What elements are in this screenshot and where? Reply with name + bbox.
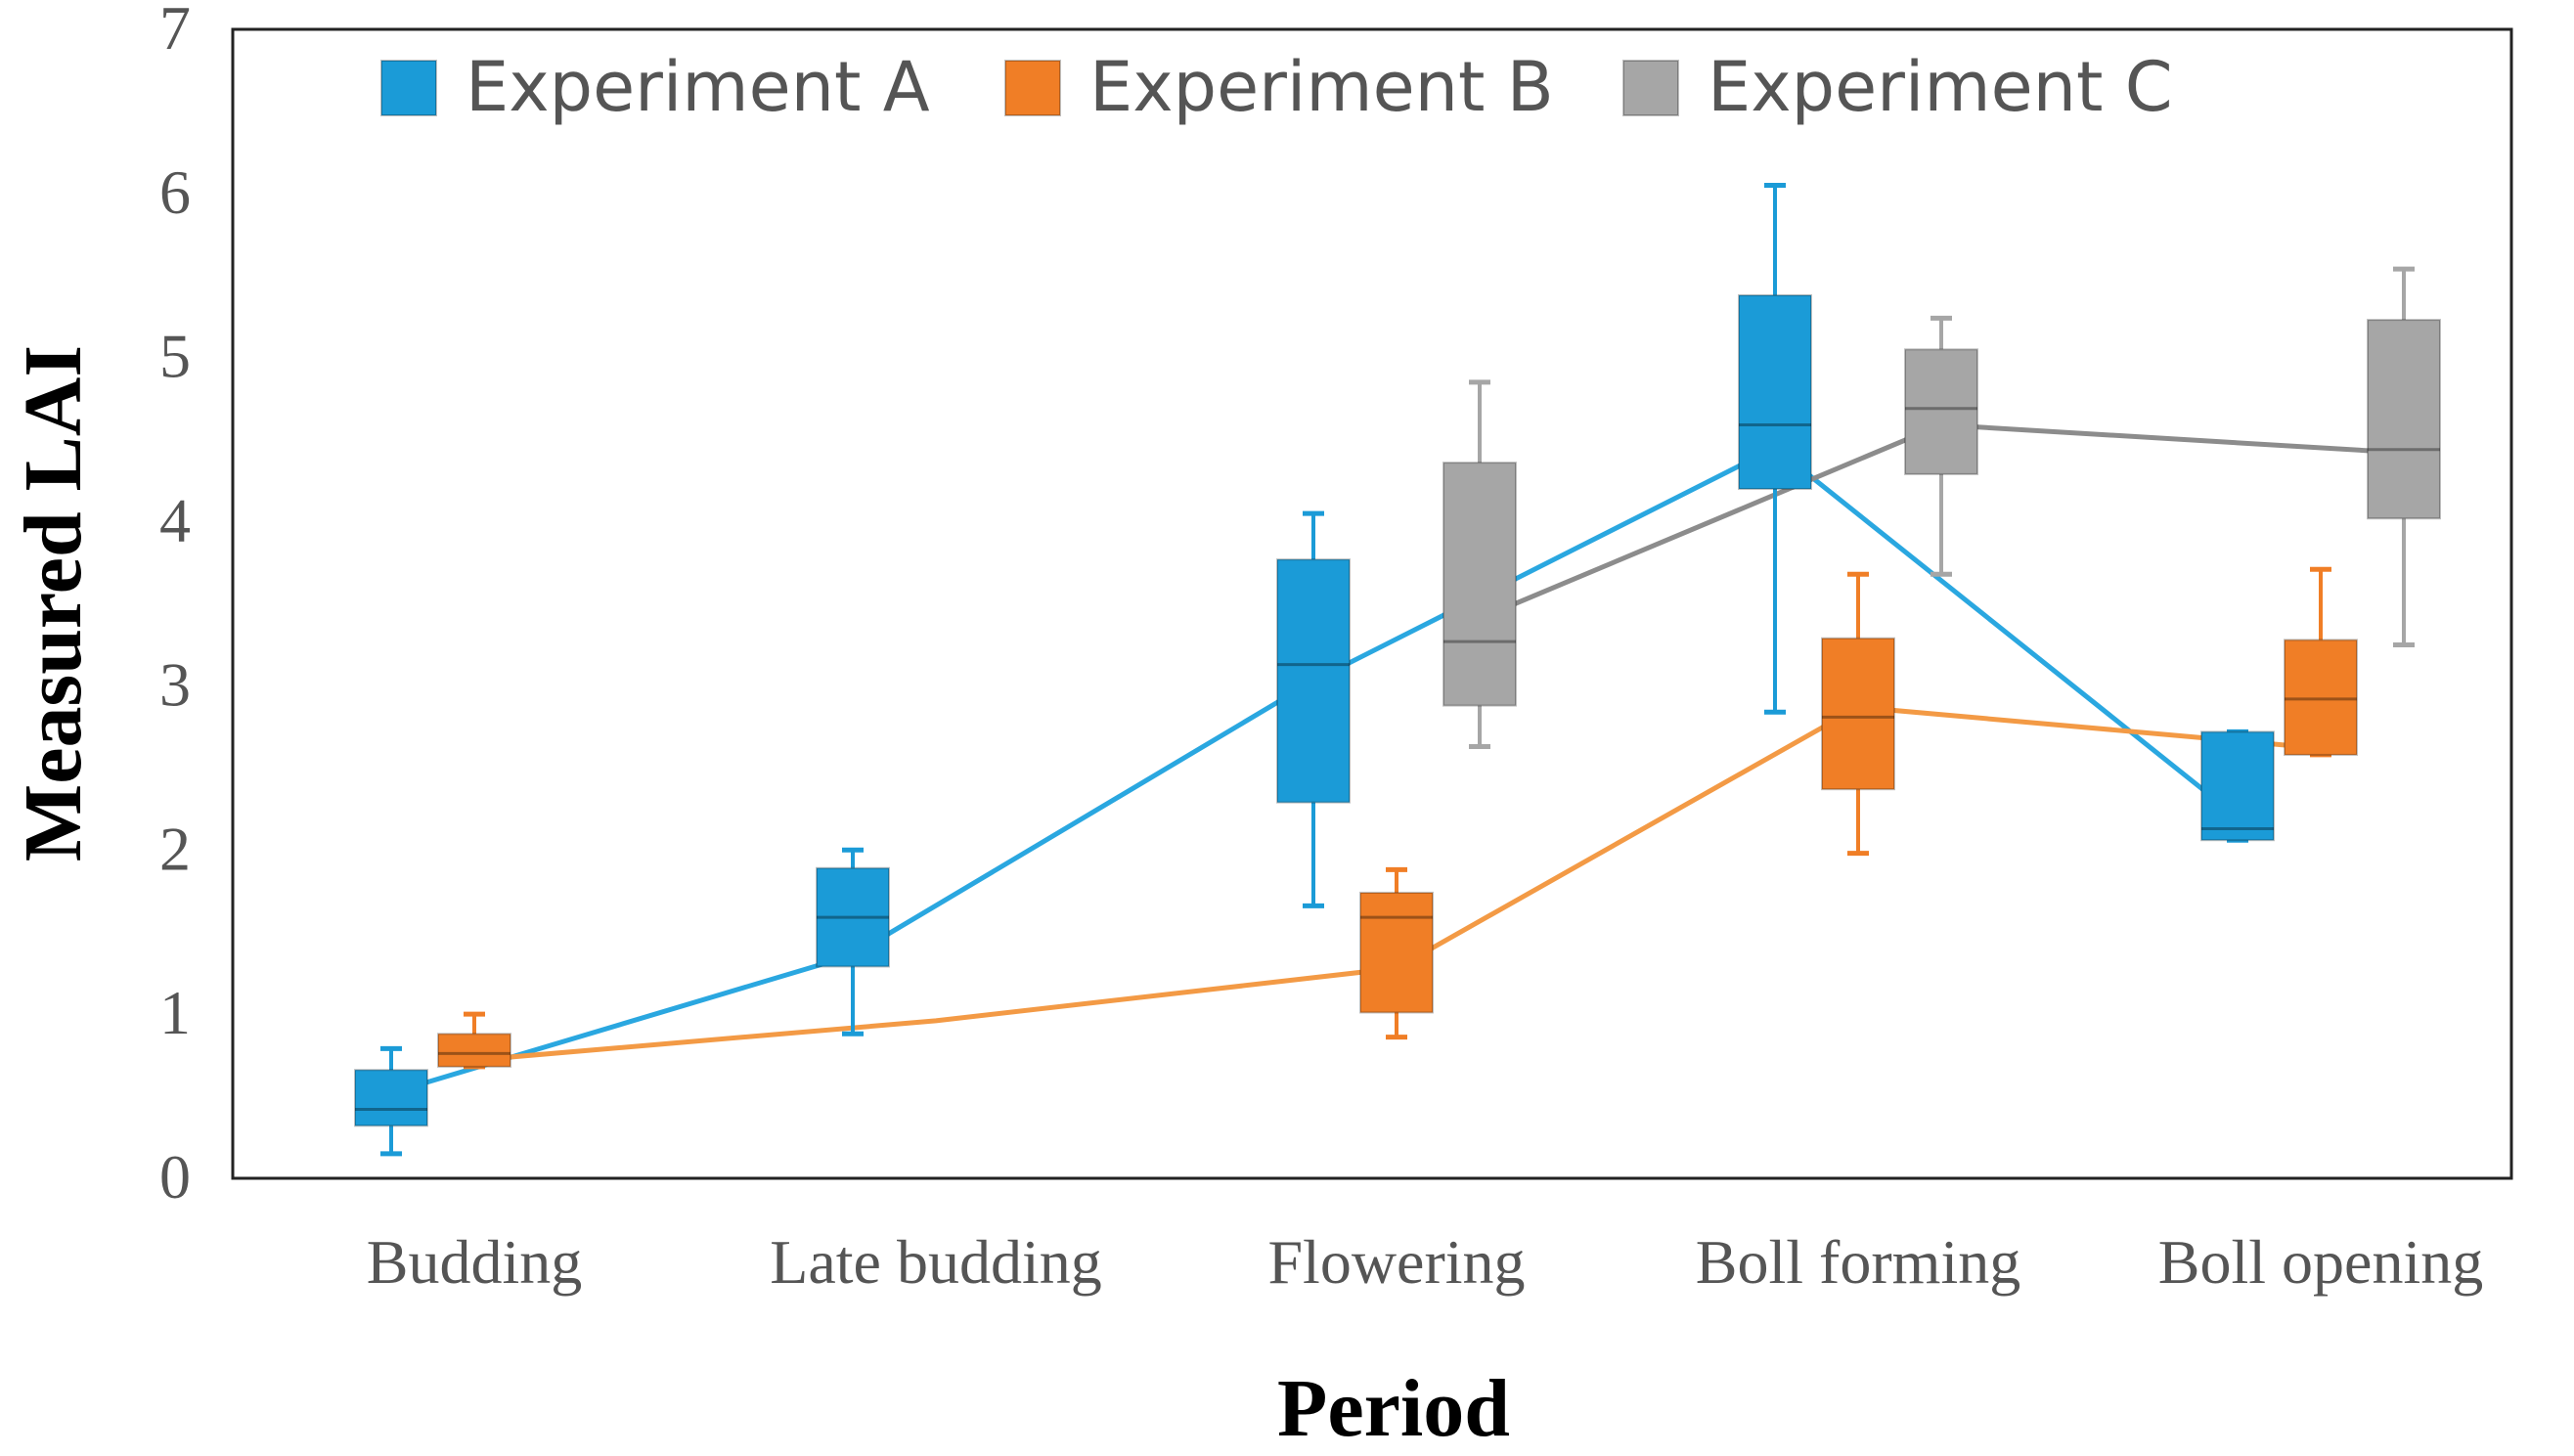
legend-item-experiment-a: Experiment A	[380, 47, 930, 127]
x-tick-label: Budding	[367, 1227, 582, 1297]
y-tick-label: 6	[159, 157, 191, 227]
box-iqr	[1442, 462, 1517, 707]
legend-item-experiment-b: Experiment B	[1004, 47, 1554, 127]
x-axis-label: Period	[1277, 1363, 1510, 1451]
box-experiment-a-boll-forming	[1738, 182, 1812, 715]
box-experiment-b-boll-opening	[2284, 566, 2358, 758]
box-iqr	[1738, 293, 1812, 490]
y-tick-label: 3	[159, 649, 191, 719]
box-experiment-c-flowering	[1442, 379, 1517, 750]
y-tick-label: 1	[159, 978, 191, 1047]
box-iqr	[1359, 891, 1434, 1014]
box-experiment-c-boll-opening	[2367, 266, 2441, 647]
legend-swatch	[1004, 60, 1061, 116]
legend-label: Experiment B	[1089, 47, 1554, 127]
box-experiment-a-flowering	[1276, 510, 1351, 908]
legend-swatch	[1622, 60, 1679, 116]
legend-item-experiment-c: Experiment C	[1622, 47, 2173, 127]
x-tick-label: Late budding	[770, 1227, 1101, 1297]
box-iqr	[1821, 637, 1895, 791]
box-iqr	[2200, 730, 2275, 842]
box-iqr	[2284, 639, 2358, 756]
y-tick-label: 5	[159, 322, 191, 391]
y-tick-label: 7	[159, 0, 191, 63]
box-experiment-c-boll-forming	[1904, 315, 1978, 577]
x-tick-label: Boll opening	[2158, 1227, 2483, 1297]
box-experiment-a-boll-opening	[2200, 728, 2275, 843]
box-iqr	[2367, 319, 2441, 520]
x-tick-label: Boll forming	[1696, 1227, 2020, 1297]
box-experiment-a-budding	[354, 1045, 428, 1157]
x-tick-label: Flowering	[1267, 1227, 1525, 1297]
y-axis-label: Measured LAI	[8, 345, 99, 861]
box-experiment-b-budding	[437, 1011, 511, 1070]
box-iqr	[354, 1069, 428, 1127]
box-iqr	[1276, 558, 1351, 804]
box-experiment-b-flowering	[1359, 866, 1434, 1040]
box-experiment-a-late-budding	[816, 847, 890, 1037]
box-iqr	[437, 1033, 511, 1068]
y-tick-label: 2	[159, 814, 191, 883]
legend-swatch	[380, 60, 437, 116]
y-tick-label: 4	[159, 486, 191, 555]
legend-label: Experiment A	[466, 47, 930, 127]
box-iqr	[816, 866, 890, 968]
legend-label: Experiment C	[1708, 47, 2173, 127]
box-experiment-b-boll-forming	[1821, 571, 1895, 857]
plot-frame	[231, 27, 2513, 1180]
y-tick-label: 0	[159, 1142, 191, 1212]
box-iqr	[1904, 348, 1978, 475]
